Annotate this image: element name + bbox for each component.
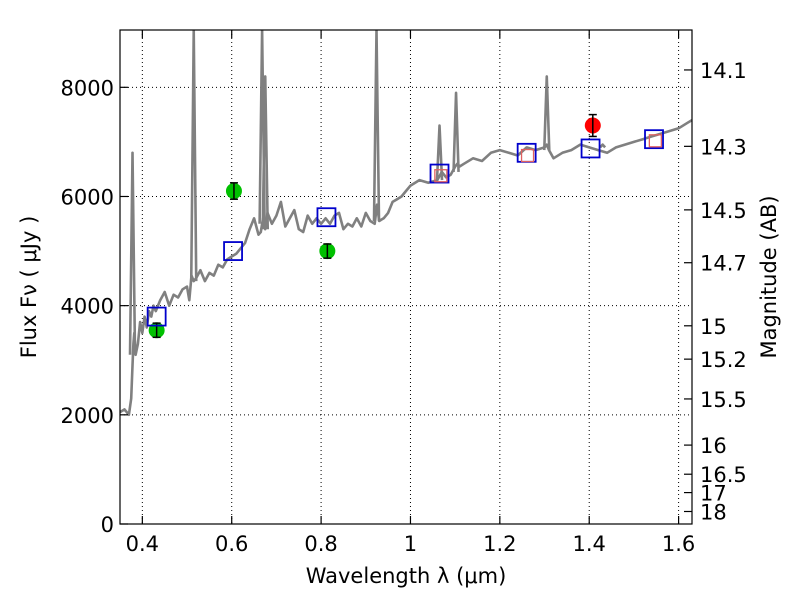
x-tick-label: 1.4	[573, 532, 606, 556]
emission-line	[372, 30, 381, 222]
y-tick-label: 4000	[61, 295, 114, 319]
emission-line	[189, 30, 198, 282]
model-square	[223, 241, 243, 261]
y2-tick-label: 14.7	[700, 252, 747, 276]
y-axis-label: Flux Fν ( μJy )	[17, 216, 41, 359]
y-tick-label: 2000	[61, 404, 114, 428]
y2-tick-label: 15	[700, 315, 727, 339]
model-square	[146, 306, 167, 327]
emission-line	[452, 91, 460, 172]
clipped-series	[120, 30, 692, 417]
x-tick-label: 1.2	[483, 532, 516, 556]
y-tick-label: 6000	[61, 185, 114, 209]
model-square	[429, 163, 450, 184]
model-square	[316, 207, 337, 228]
y2-tick-label: 16.5	[700, 463, 747, 487]
y2-tick-label: 16	[700, 434, 727, 458]
model-square-red	[434, 169, 448, 183]
x-tick-label: 0.4	[126, 532, 159, 556]
x-tick-label: 0.8	[304, 532, 337, 556]
y2-tick-label: 18	[700, 500, 727, 524]
x-tick-label: 1	[404, 532, 417, 556]
y2-tick-label: 14.3	[700, 135, 747, 159]
y-tick-label: 8000	[61, 76, 114, 100]
plot-frame	[119, 29, 693, 525]
y2-tick-label: 15.5	[700, 388, 747, 412]
emission-line	[542, 75, 551, 151]
emission-line	[261, 75, 270, 230]
x-axis-label: Wavelength λ (μm)	[306, 564, 507, 588]
axis-ticks: 0.4 0.6 0.8 1 1.2 1.4 1.6 0 2000 4000 6000 8000 14.1…	[61, 30, 747, 556]
y2-tick-label: 17	[700, 482, 727, 506]
x-tick-label: 1.6	[662, 532, 695, 556]
model-square	[644, 129, 664, 150]
y2-tick-label: 14.1	[700, 59, 747, 83]
emission-line	[435, 124, 444, 181]
model-square	[580, 138, 601, 159]
emission-line	[599, 143, 607, 149]
y2-axis-label: Magnitude (AB)	[757, 195, 781, 358]
y-tick-label: 0	[101, 513, 114, 537]
emission-line	[128, 151, 137, 355]
x-tick-label: 0.6	[215, 532, 248, 556]
model-square-red	[648, 134, 663, 148]
model-square-red	[520, 148, 535, 163]
grid-lines	[120, 30, 692, 524]
spectrum-line	[120, 118, 692, 417]
y2-tick-label: 14.5	[700, 199, 747, 223]
y2-tick-label: 15.2	[700, 348, 747, 372]
plot-series	[120, 30, 692, 417]
